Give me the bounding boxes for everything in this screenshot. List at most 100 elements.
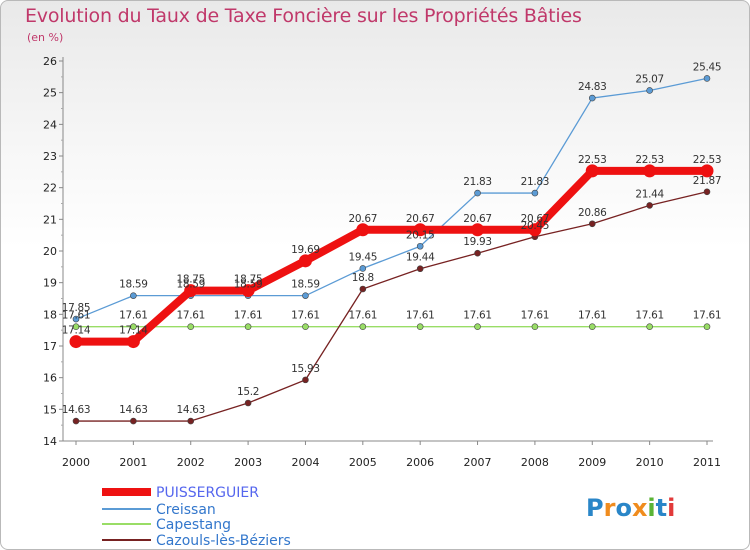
data-label: 17.14: [62, 325, 91, 337]
data-label: 17.61: [176, 310, 205, 322]
data-label: 18.59: [176, 279, 205, 291]
data-point: [302, 323, 309, 330]
data-label: 18.75: [176, 274, 205, 286]
data-label: 17.61: [349, 310, 378, 322]
data-point: [474, 323, 481, 330]
x-tick-label: 2005: [349, 456, 377, 469]
data-point: [72, 315, 80, 323]
x-tick-label: 2002: [177, 456, 205, 469]
data-label: 19.44: [406, 252, 435, 264]
data-point: [187, 323, 195, 330]
data-label: 17.14: [119, 325, 148, 337]
data-label: 17.61: [463, 310, 492, 322]
y-tick-label: 16: [43, 372, 57, 385]
x-tick-label: 2000: [62, 456, 90, 469]
x-tick-label: 2003: [234, 456, 262, 469]
data-label: 17.61: [234, 310, 263, 322]
y-tick-label: 18: [43, 308, 57, 321]
data-label: 17.61: [291, 310, 320, 322]
data-label: 20.67: [406, 213, 435, 225]
data-point: [416, 323, 424, 330]
data-label: 15.2: [237, 386, 259, 398]
data-point: [302, 376, 309, 384]
data-label: 22.53: [635, 154, 664, 166]
data-point: [130, 323, 137, 330]
data-label: 14.63: [62, 404, 91, 416]
chart-title: Evolution du Taux de Taxe Foncière sur l…: [25, 5, 582, 27]
legend-item: Capestang: [156, 517, 231, 533]
data-point: [241, 284, 255, 298]
data-label: 20.86: [578, 207, 607, 219]
data-label: 18.75: [234, 274, 263, 286]
data-point: [646, 202, 653, 209]
x-tick-label: 2004: [291, 456, 319, 469]
y-tick-label: 17: [43, 340, 57, 353]
data-point: [126, 335, 140, 349]
data-point: [184, 284, 198, 298]
data-point: [585, 164, 599, 178]
data-label: 18.59: [234, 279, 263, 291]
y-tick-label: 26: [43, 55, 57, 68]
y-tick-label: 14: [43, 435, 57, 448]
y-tick-label: 21: [43, 213, 57, 226]
data-label: 17.61: [635, 310, 664, 322]
data-point: [531, 323, 539, 330]
data-label: 21.83: [463, 176, 492, 188]
data-label: 18.59: [119, 279, 148, 291]
data-label: 20.15: [406, 229, 435, 241]
data-point: [646, 323, 653, 330]
series-line-3: [75, 191, 708, 422]
data-point: [643, 164, 657, 178]
legend-item: Creissan: [156, 502, 216, 518]
data-label: 18.8: [352, 272, 374, 284]
series-line-0: [72, 166, 711, 346]
data-point: [588, 323, 596, 330]
y-tick-label: 20: [43, 245, 57, 258]
y-tick-label: 22: [43, 182, 57, 195]
data-point: [130, 292, 137, 299]
data-point: [69, 335, 83, 349]
data-point: [528, 223, 542, 237]
data-point: [244, 399, 252, 407]
x-tick-label: 2001: [119, 456, 147, 469]
y-tick-label: 19: [43, 277, 57, 290]
y-tick-label: 25: [43, 87, 57, 100]
data-point: [416, 265, 424, 273]
data-label: 17.85: [62, 302, 91, 314]
data-label: 14.63: [176, 404, 205, 416]
data-label: 17.61: [521, 310, 550, 322]
data-label: 17.61: [578, 310, 607, 322]
data-point: [416, 242, 424, 250]
data-label: 20.67: [521, 213, 550, 225]
data-point: [531, 189, 539, 197]
data-label: 17.61: [693, 310, 722, 322]
data-point: [244, 323, 252, 330]
data-label: 17.61: [119, 310, 148, 322]
data-point: [588, 220, 596, 228]
x-tick-label: 2008: [521, 456, 549, 469]
data-label: 18.59: [291, 279, 320, 291]
data-point: [72, 323, 80, 330]
x-tick-label: 2010: [636, 456, 664, 469]
data-point: [302, 292, 309, 299]
data-point: [413, 223, 427, 237]
data-label: 21.44: [635, 188, 664, 200]
data-label: 22.53: [578, 154, 607, 166]
y-tick-label: 15: [43, 403, 57, 416]
series-line-1: [75, 77, 708, 320]
data-point: [588, 94, 596, 102]
data-point: [130, 417, 137, 425]
x-tick-label: 2006: [406, 456, 434, 469]
data-point: [646, 87, 653, 94]
data-label: 17.61: [406, 310, 435, 322]
data-label: 22.53: [693, 154, 722, 166]
logo-proxiti: Proxiti: [586, 494, 675, 522]
data-point: [359, 265, 367, 272]
legend-item: PUISSERGUIER: [156, 485, 259, 501]
data-label: 17.61: [62, 310, 91, 322]
data-label: 19.93: [463, 236, 492, 248]
data-label: 19.45: [349, 251, 378, 263]
y-tick-label: 24: [43, 118, 57, 131]
